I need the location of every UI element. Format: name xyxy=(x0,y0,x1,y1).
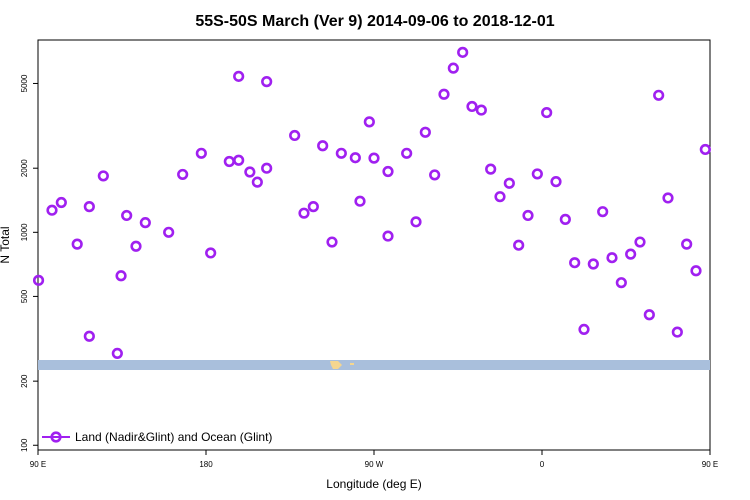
data-point xyxy=(111,347,123,359)
data-point xyxy=(401,147,413,159)
data-point xyxy=(349,152,361,164)
data-point xyxy=(326,236,338,248)
y-tick-label: 1000 xyxy=(20,223,29,241)
data-point xyxy=(223,155,235,168)
data-point xyxy=(606,252,618,264)
legend-label: Land (Nadir&Glint) and Ocean (Glint) xyxy=(75,430,272,444)
data-point xyxy=(681,238,693,250)
data-point xyxy=(261,76,273,88)
data-point xyxy=(438,88,450,100)
data-point xyxy=(419,126,431,138)
data-point xyxy=(559,213,571,225)
data-point xyxy=(699,143,711,156)
data-point xyxy=(335,147,347,159)
chart-title: 55S-50S March (Ver 9) 2014-09-06 to 2018… xyxy=(195,13,554,30)
data-point xyxy=(550,176,562,188)
data-point xyxy=(625,248,637,260)
data-point xyxy=(522,209,534,222)
data-point xyxy=(643,309,655,321)
map-strip-land xyxy=(330,361,342,369)
data-point xyxy=(177,168,189,181)
data-point xyxy=(251,176,263,188)
data-point xyxy=(289,129,301,142)
y-axis-title: N Total xyxy=(0,226,12,263)
data-point xyxy=(363,116,375,128)
x-tick-label: 90 E xyxy=(30,460,46,469)
data-point xyxy=(382,230,394,242)
y-tick-label: 200 xyxy=(20,374,29,388)
data-point xyxy=(130,240,142,252)
data-point xyxy=(531,168,543,180)
data-point xyxy=(298,207,310,219)
data-point xyxy=(475,104,487,116)
data-point xyxy=(55,196,67,209)
y-tick-label: 5000 xyxy=(20,74,29,92)
data-point xyxy=(307,201,319,213)
data-point xyxy=(615,277,627,289)
data-point xyxy=(494,191,506,203)
data-point xyxy=(485,163,497,175)
map-strip-ocean xyxy=(38,360,710,370)
data-point xyxy=(541,106,553,119)
data-point xyxy=(368,152,380,164)
data-point xyxy=(317,140,329,152)
x-tick-label: 90 E xyxy=(702,460,718,469)
data-point xyxy=(354,195,366,207)
y-axis: 100 200 500 1000 2000 5000 xyxy=(20,74,38,452)
data-point xyxy=(597,206,609,218)
data-point xyxy=(233,154,245,166)
data-point xyxy=(653,89,665,101)
data-points xyxy=(32,46,711,359)
data-point xyxy=(46,204,58,216)
data-point xyxy=(503,177,515,189)
data-point xyxy=(578,323,590,335)
x-axis: 90 E 180 90 W 0 90 E xyxy=(30,450,718,469)
data-point xyxy=(466,100,478,113)
data-point xyxy=(195,147,207,159)
x-tick-label: 90 W xyxy=(365,460,384,469)
data-point xyxy=(690,265,702,277)
x-axis-title: Longitude (deg E) xyxy=(326,477,421,491)
x-tick-label: 180 xyxy=(199,460,213,469)
data-point xyxy=(569,257,581,269)
data-point xyxy=(115,270,127,282)
data-point xyxy=(83,201,95,213)
data-point xyxy=(32,274,45,286)
map-strip xyxy=(38,360,710,370)
data-point xyxy=(139,217,151,229)
data-point xyxy=(261,162,273,174)
data-point xyxy=(410,216,422,228)
data-point xyxy=(447,62,459,74)
data-point xyxy=(671,326,683,338)
y-tick-label: 2000 xyxy=(20,159,29,177)
data-point xyxy=(382,165,394,178)
data-point xyxy=(457,46,469,58)
x-tick-label: 0 xyxy=(540,460,545,469)
data-point xyxy=(83,330,95,342)
data-point xyxy=(662,192,674,204)
data-point xyxy=(513,239,525,251)
y-tick-label: 500 xyxy=(20,289,29,303)
data-point xyxy=(429,169,441,181)
data-point xyxy=(634,236,646,248)
data-point xyxy=(233,70,245,82)
data-point xyxy=(205,247,217,259)
data-point xyxy=(163,226,175,238)
data-point xyxy=(121,209,133,222)
legend-marker xyxy=(50,431,62,443)
legend: Land (Nadir&Glint) and Ocean (Glint) xyxy=(42,430,272,444)
map-strip-land-islet xyxy=(350,363,354,365)
data-point xyxy=(587,258,599,270)
data-point xyxy=(97,170,109,182)
data-point xyxy=(71,238,83,250)
data-point xyxy=(244,166,256,178)
y-tick-label: 100 xyxy=(20,438,29,452)
